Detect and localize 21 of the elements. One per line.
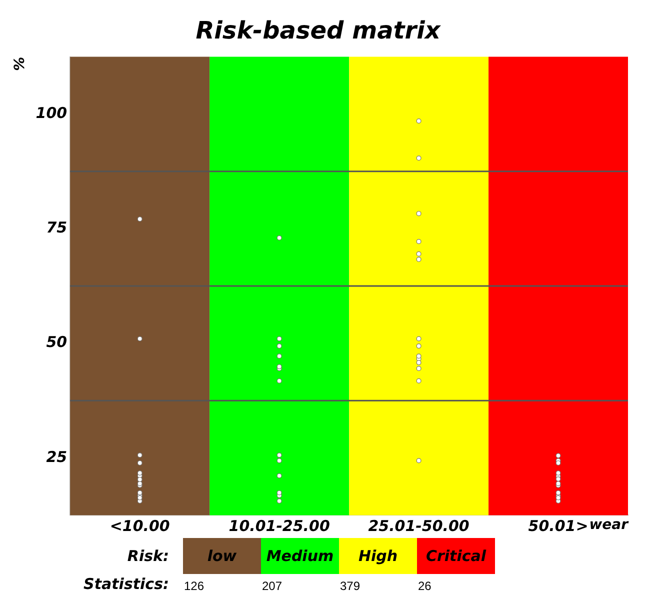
- x-tick-label: 50.01>: [528, 517, 588, 536]
- x-axis-title: wear: [589, 517, 630, 534]
- y-tick-label: 75: [46, 218, 68, 237]
- band-label: Critical: [417, 538, 495, 574]
- text: 207: [261, 578, 284, 594]
- band-label: low: [183, 538, 261, 574]
- x-tick-label: 25.01-50.00: [368, 517, 470, 536]
- text: Statistics:: [82, 574, 170, 594]
- y-tick-label: 50: [46, 333, 68, 352]
- y-tick-label: 100: [36, 104, 68, 122]
- band-label: High: [339, 538, 417, 574]
- band-label: Medium: [261, 538, 339, 574]
- y-axis-title: %: [12, 56, 28, 71]
- text: 126: [183, 578, 206, 594]
- x-tick-label: <10.00: [110, 517, 170, 536]
- text: 26: [417, 578, 432, 594]
- text: 379: [339, 578, 362, 594]
- y-tick-label: 25: [46, 448, 68, 466]
- chart-title: Risk-based matrix: [196, 16, 442, 45]
- text: Risk:: [126, 546, 170, 567]
- x-tick-label: 10.01-25.00: [228, 517, 330, 536]
